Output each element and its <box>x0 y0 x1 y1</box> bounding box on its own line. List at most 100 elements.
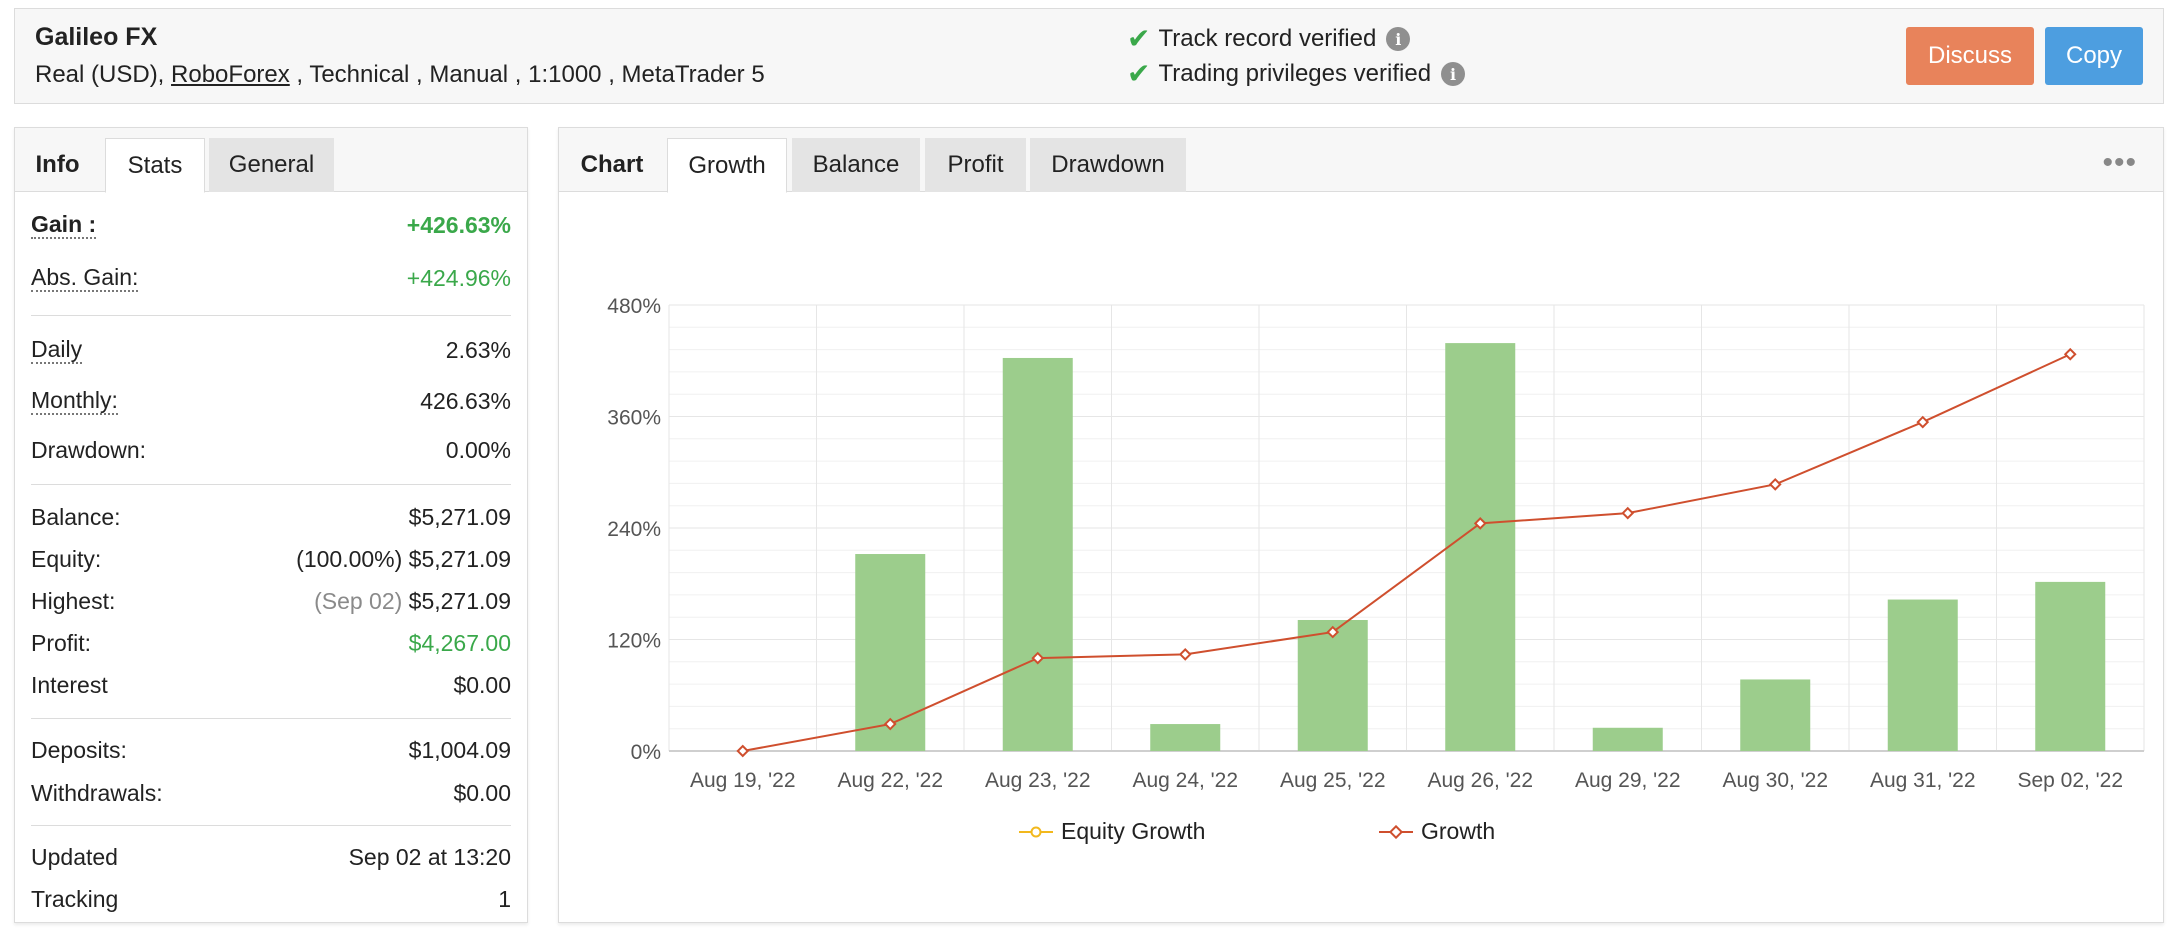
stat-monthly: Monthly: 426.63% <box>31 384 511 418</box>
account-details: , Technical , Manual , 1:1000 , MetaTrad… <box>289 61 765 88</box>
abs-gain-value: +424.96% <box>406 264 511 291</box>
x-tick-label: Aug 29, '22 <box>1575 769 1681 792</box>
growth-point <box>2063 347 2077 361</box>
daily-label[interactable]: Daily <box>31 336 83 364</box>
check-icon: ✔ <box>1127 58 1151 89</box>
stat-profit: Profit: $4,267.00 <box>31 626 511 660</box>
x-tick-label: Aug 24, '22 <box>1132 769 1238 792</box>
check-icon: ✔ <box>1127 23 1151 54</box>
drawdown-label: Drawdown: <box>31 436 147 463</box>
account-header: Galileo FX Real (USD), RoboForex , Techn… <box>14 8 2164 104</box>
tab-chart[interactable]: Chart <box>580 151 644 178</box>
y-tick-label: 120% <box>607 630 661 653</box>
growth-marker-icon <box>1379 824 1413 839</box>
chart-panel: Chart Growth Balance Profit Drawdown •••… <box>558 127 2164 923</box>
divider <box>31 484 511 485</box>
gain-label[interactable]: Gain : <box>31 211 97 239</box>
discuss-button[interactable]: Discuss <box>1906 27 2034 85</box>
info-icon[interactable]: i <box>1386 27 1411 51</box>
stat-updated: Updated Sep 02 at 13:20 <box>31 840 511 874</box>
account-type: Real (USD), <box>35 61 172 88</box>
x-tick-label: Aug 25, '22 <box>1280 769 1386 792</box>
y-tick-label: 0% <box>631 741 661 764</box>
y-tick-label: 240% <box>607 518 661 541</box>
tab-drawdown[interactable]: Drawdown <box>1030 138 1186 192</box>
x-tick-label: Aug 22, '22 <box>837 769 943 792</box>
balance-label: Balance: <box>31 503 121 530</box>
broker-link[interactable]: RoboForex <box>171 61 290 88</box>
divider <box>31 825 511 826</box>
x-tick-label: Aug 19, '22 <box>690 769 796 792</box>
stat-deposits: Deposits: $1,004.09 <box>31 733 511 767</box>
copy-button[interactable]: Copy <box>2045 27 2143 85</box>
equity-value: (100.00%) $5,271.09 <box>296 546 511 573</box>
tab-general[interactable]: General <box>209 138 334 192</box>
equity-amount: $5,271.09 <box>408 545 511 572</box>
stat-interest: Interest $0.00 <box>31 668 511 702</box>
highest-amount: $5,271.09 <box>408 587 511 614</box>
track-record-verified: ✔ Track record verified i <box>1127 23 1411 54</box>
trading-privileges-verified: ✔ Trading privileges verified i <box>1127 58 1466 89</box>
growth-bar <box>1887 599 1958 751</box>
interest-value: $0.00 <box>453 671 511 698</box>
deposits-value: $1,004.09 <box>408 736 511 763</box>
tab-stats[interactable]: Stats <box>105 138 205 193</box>
equity-percent: (100.00%) <box>296 545 403 572</box>
highest-label: Highest: <box>31 587 116 614</box>
deposits-label: Deposits: <box>31 736 127 763</box>
tab-growth[interactable]: Growth <box>667 138 787 193</box>
x-tick-label: Aug 26, '22 <box>1427 769 1533 792</box>
balance-value: $5,271.09 <box>408 503 511 530</box>
stats-tabs: Info Stats General <box>15 128 527 193</box>
stat-tracking: Tracking 1 <box>31 882 511 916</box>
equity-growth-marker-icon <box>1019 826 1053 837</box>
growth-bar <box>1002 357 1073 751</box>
updated-label: Updated <box>31 843 118 870</box>
x-tick-label: Aug 31, '22 <box>1870 769 1976 792</box>
divider <box>31 315 511 316</box>
account-meta: Real (USD), RoboForex , Technical , Manu… <box>35 61 765 89</box>
growth-bar <box>1150 724 1221 751</box>
growth-point <box>1916 415 1930 429</box>
growth-point <box>1473 516 1487 530</box>
legend-growth[interactable]: Growth <box>1379 818 1495 845</box>
profit-label: Profit: <box>31 629 92 656</box>
y-tick-label: 480% <box>607 295 661 318</box>
tab-profit[interactable]: Profit <box>925 138 1026 192</box>
updated-value: Sep 02 at 13:20 <box>348 843 511 870</box>
stat-gain: Gain : +426.63% <box>31 208 511 242</box>
y-tick-label: 360% <box>607 407 661 430</box>
verification-label: Trading privileges verified <box>1158 60 1432 87</box>
growth-bar <box>1740 679 1811 751</box>
growth-point <box>1178 648 1192 661</box>
stat-balance: Balance: $5,271.09 <box>31 500 511 534</box>
growth-bar <box>2035 581 2106 751</box>
x-tick-label: Sep 02, '22 <box>2017 769 2123 792</box>
interest-label: Interest <box>31 671 108 698</box>
tab-balance[interactable]: Balance <box>792 138 920 192</box>
growth-point <box>1768 477 1782 491</box>
growth-point <box>1031 651 1045 665</box>
monthly-label[interactable]: Monthly: <box>31 387 118 415</box>
equity-label: Equity: <box>31 545 102 572</box>
withdrawals-value: $0.00 <box>453 779 511 806</box>
tab-info[interactable]: Info <box>35 151 80 178</box>
drawdown-value: 0.00% <box>445 436 511 463</box>
legend-equity-growth[interactable]: Equity Growth <box>1019 818 1205 845</box>
info-icon[interactable]: i <box>1441 62 1466 86</box>
growth-bar <box>1445 343 1516 751</box>
more-options-icon[interactable]: ••• <box>2102 146 2137 179</box>
abs-gain-label[interactable]: Abs. Gain: <box>31 264 139 292</box>
growth-point <box>883 717 897 731</box>
growth-bar <box>1592 727 1663 751</box>
verification-label: Track record verified <box>1158 25 1377 52</box>
stat-equity: Equity: (100.00%) $5,271.09 <box>31 542 511 576</box>
growth-line <box>742 353 2071 752</box>
tracking-label: Tracking <box>31 885 119 912</box>
profit-value: $4,267.00 <box>408 629 511 656</box>
legend-label: Growth <box>1421 818 1496 844</box>
stat-withdrawals: Withdrawals: $0.00 <box>31 776 511 810</box>
x-tick-label: Aug 23, '22 <box>985 769 1091 792</box>
growth-point <box>1326 625 1340 639</box>
stat-highest: Highest: (Sep 02) $5,271.09 <box>31 584 511 618</box>
